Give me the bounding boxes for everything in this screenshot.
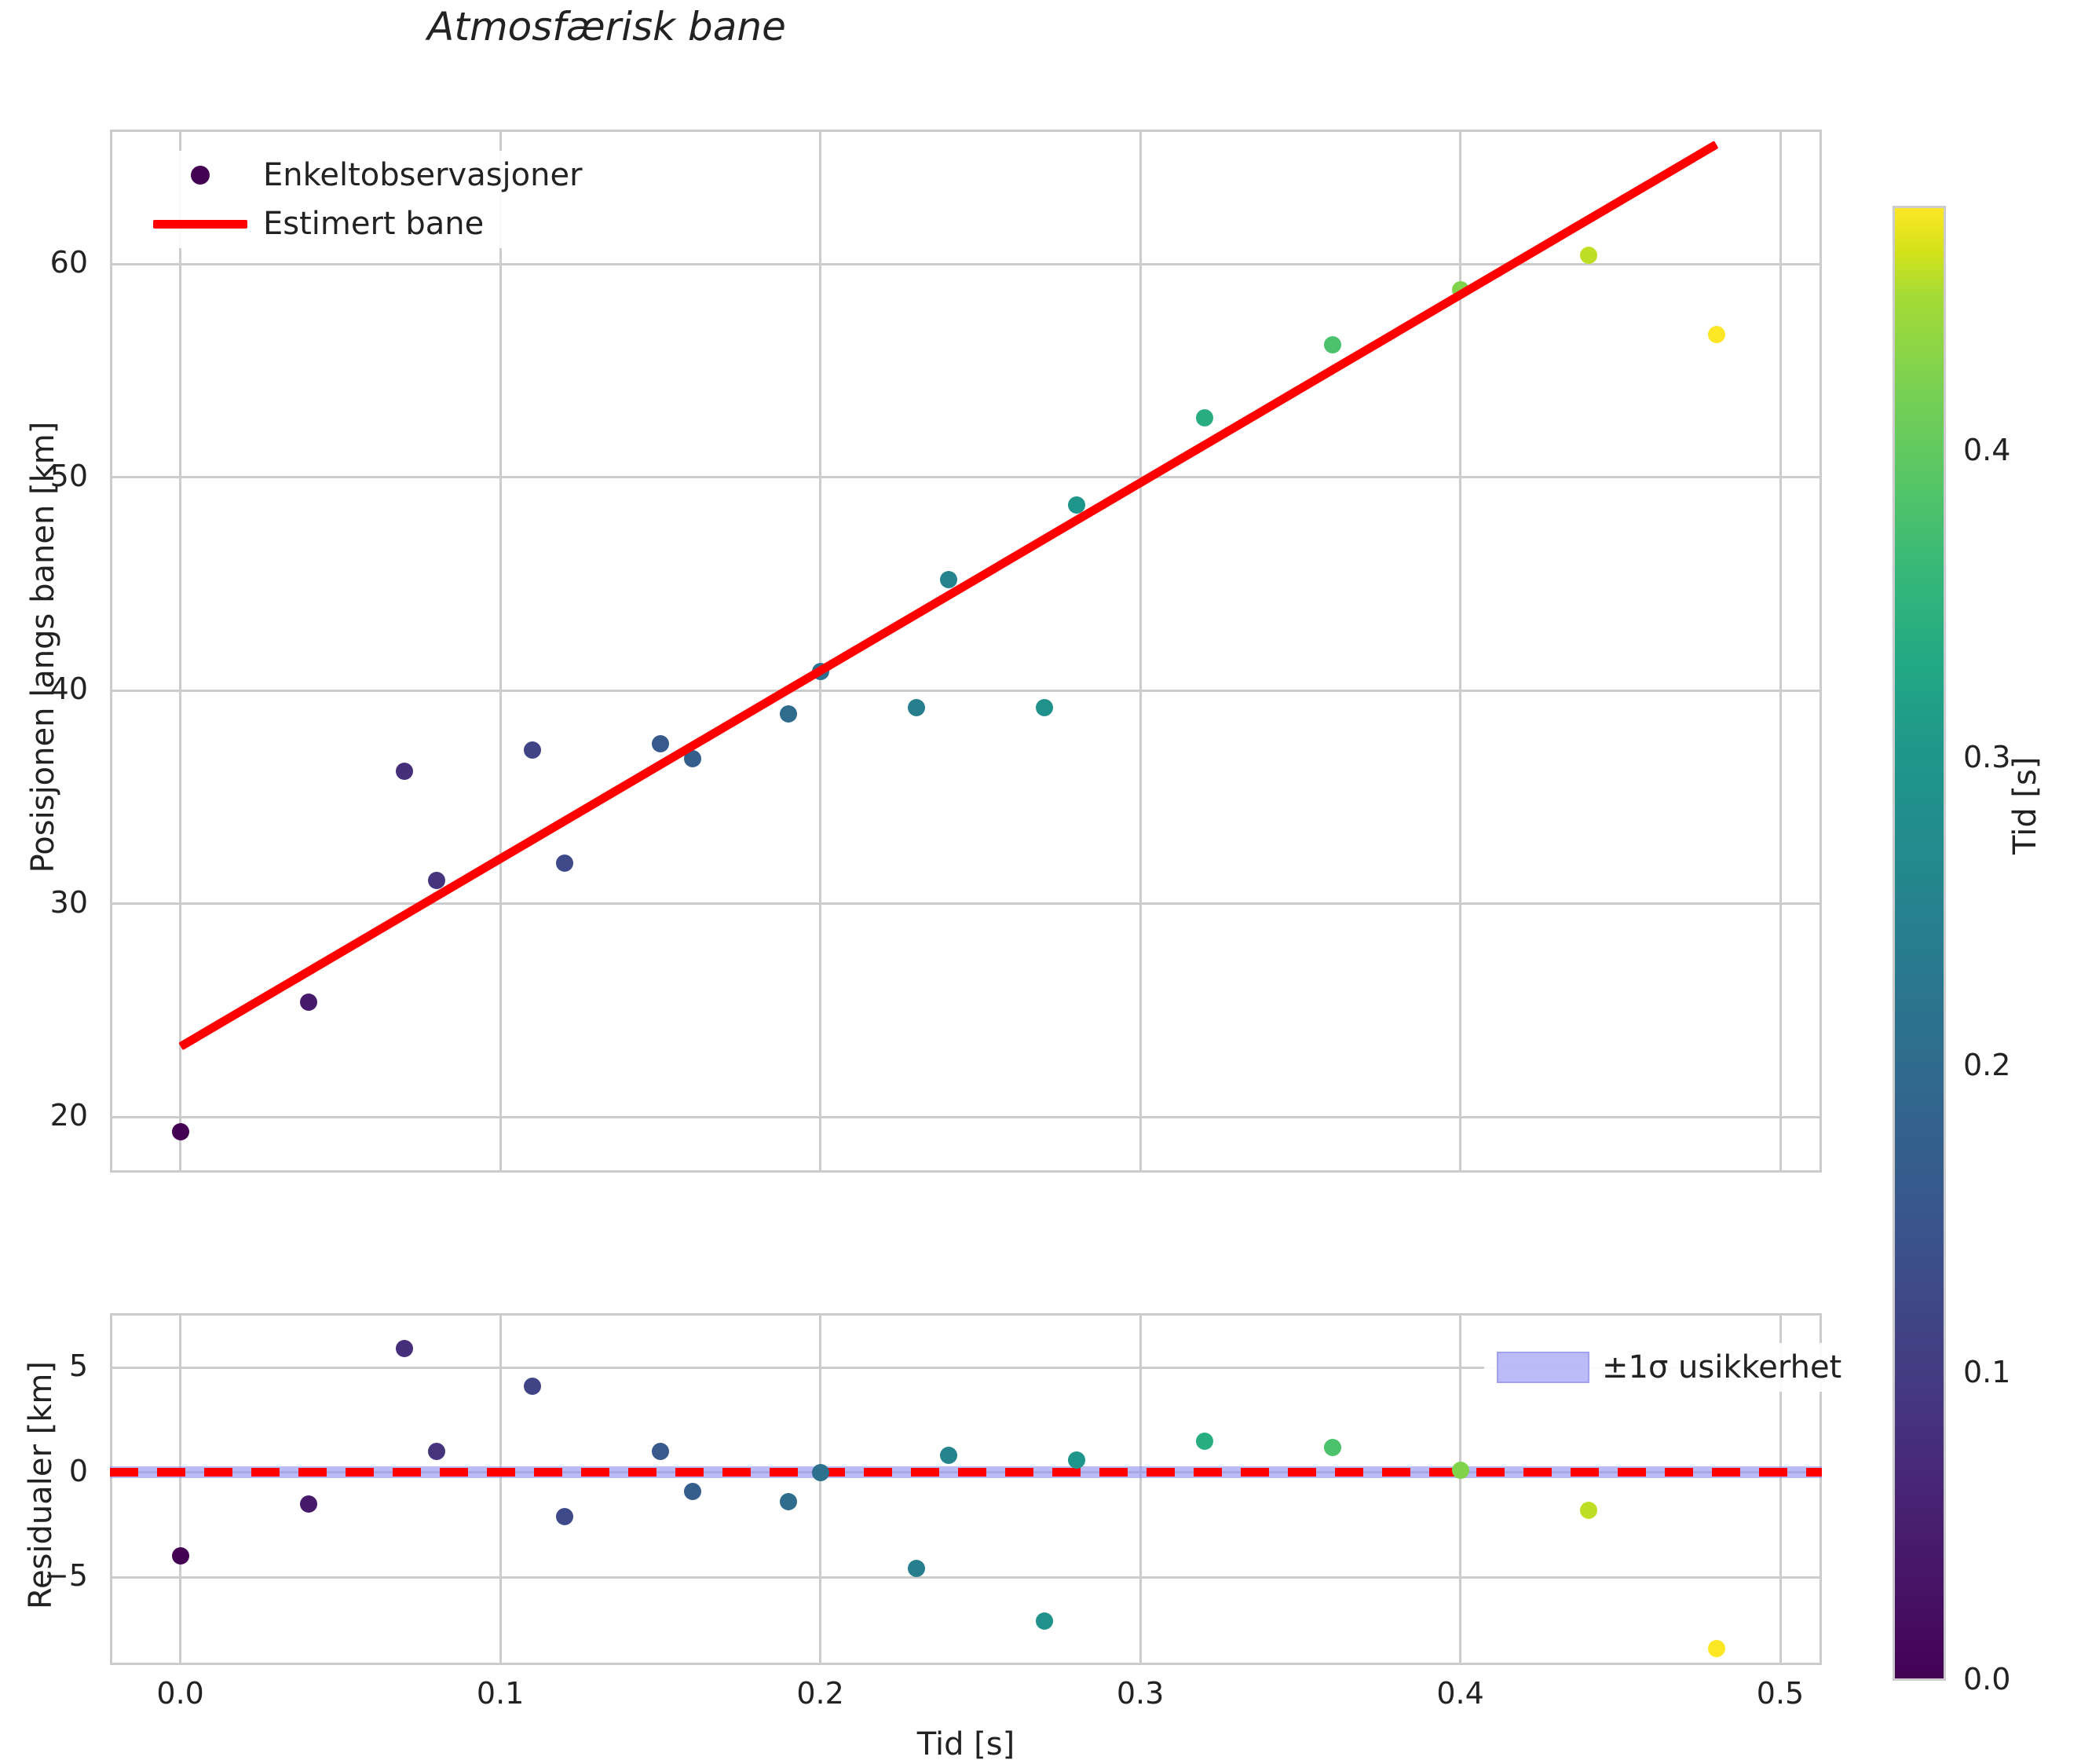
legend-item-uncertainty: ±1σ usikkerhet	[1484, 1343, 1841, 1392]
scatter-point	[1035, 698, 1053, 716]
residual-point	[651, 1443, 669, 1460]
x-tick: 0.0	[156, 1676, 204, 1711]
main-plot-legend: Enkeltobservasjoner Estimert bane	[137, 151, 583, 248]
residual-point	[1323, 1438, 1341, 1456]
legend-label-uncertainty: ±1σ usikkerhet	[1602, 1349, 1842, 1385]
scatter-point	[523, 741, 541, 759]
scatter-point	[1067, 496, 1085, 514]
gridline-horizontal	[110, 1576, 1822, 1579]
residual-point	[1035, 1612, 1053, 1630]
band-swatch-icon	[1484, 1352, 1602, 1383]
residual-point	[395, 1340, 413, 1358]
colorbar-tick: 0.2	[1963, 1047, 2011, 1082]
residual-y-tick: 0	[68, 1453, 88, 1488]
residual-point	[171, 1547, 189, 1565]
scatter-point	[555, 855, 573, 873]
main-y-tick: 60	[49, 245, 88, 280]
legend-label-fit: Estimert bane	[263, 206, 485, 242]
residual-point	[555, 1507, 573, 1525]
residual-point	[1707, 1639, 1725, 1657]
legend-label-observations: Enkeltobservasjoner	[263, 157, 583, 193]
figure-title: Atmosfærisk bane	[427, 4, 786, 49]
main-y-tick: 30	[49, 884, 88, 920]
x-tick: 0.5	[1756, 1676, 1805, 1711]
residual-point	[907, 1560, 925, 1578]
residual-point	[779, 1493, 797, 1510]
scatter-point	[1195, 408, 1213, 426]
scatter-point	[1579, 247, 1597, 265]
residual-point	[299, 1495, 317, 1513]
x-tick: 0.4	[1436, 1676, 1484, 1711]
gridline-vertical	[179, 1313, 182, 1665]
scatter-point	[1323, 336, 1341, 354]
scatter-point	[683, 750, 701, 768]
gridline-vertical	[1459, 1313, 1462, 1665]
gridline-vertical	[1139, 130, 1142, 1173]
gridline-vertical	[1779, 130, 1782, 1173]
gridline-horizontal	[110, 262, 1822, 265]
gridline-horizontal	[110, 689, 1822, 692]
main-y-axis-label: Posisjonen langs banen [km]	[25, 421, 61, 873]
x-tick: 0.2	[796, 1676, 844, 1711]
residual-point	[939, 1447, 957, 1465]
residual-y-tick: −5	[43, 1558, 88, 1593]
colorbar-label: Tid [s]	[2007, 756, 2043, 855]
gridline-horizontal	[110, 902, 1822, 906]
colorbar-tick: 0.1	[1963, 1354, 2011, 1389]
residual-point	[427, 1443, 445, 1460]
gridline-vertical	[1779, 1313, 1782, 1665]
residual-point	[523, 1378, 541, 1396]
main-y-tick: 20	[49, 1098, 88, 1133]
zero-reference-line	[110, 1468, 1822, 1477]
gridline-vertical	[819, 1313, 822, 1665]
scatter-point	[299, 993, 317, 1011]
scatter-point	[779, 705, 797, 723]
scatter-point	[427, 871, 445, 889]
line-swatch-icon	[137, 219, 263, 229]
gridline-vertical	[1459, 130, 1462, 1173]
x-tick: 0.1	[476, 1676, 525, 1711]
gridline-horizontal	[110, 1115, 1822, 1118]
scatter-point	[907, 698, 925, 716]
scatter-point	[171, 1123, 189, 1141]
x-axis-label: Tid [s]	[916, 1726, 1015, 1762]
scatter-point	[1707, 325, 1725, 343]
gridline-vertical	[179, 130, 182, 1173]
main-plot-panel	[110, 130, 1822, 1173]
legend-item-fit: Estimert bane	[137, 199, 583, 248]
residual-plot-legend: ±1σ usikkerhet	[1484, 1343, 1842, 1392]
colorbar-tick: 0.3	[1963, 740, 2011, 775]
residual-point	[1195, 1432, 1213, 1450]
residual-y-tick: 5	[68, 1349, 88, 1384]
colorbar-tick: 0.0	[1963, 1662, 2011, 1696]
residual-point	[1451, 1462, 1469, 1479]
gridline-horizontal	[110, 476, 1822, 479]
colorbar-gradient	[1893, 206, 1946, 1681]
gridline-horizontal	[110, 1366, 1822, 1369]
main-y-tick: 50	[49, 458, 88, 493]
scatter-dot-icon	[137, 166, 263, 185]
gridline-vertical	[1139, 1313, 1142, 1665]
gridline-vertical	[499, 130, 502, 1173]
residual-point	[683, 1482, 701, 1500]
main-y-tick: 40	[49, 672, 88, 707]
gridline-vertical	[819, 130, 822, 1173]
gridline-vertical	[499, 1313, 502, 1665]
scatter-point	[395, 763, 413, 781]
legend-item-observations: Enkeltobservasjoner	[137, 151, 583, 199]
colorbar-tick: 0.4	[1963, 433, 2011, 467]
scatter-point	[939, 571, 957, 589]
scatter-point	[651, 735, 669, 753]
residual-point	[1067, 1451, 1085, 1469]
residual-point	[811, 1463, 829, 1481]
residual-point	[1579, 1501, 1597, 1519]
residual-y-axis-label: Residualer [km]	[23, 1360, 59, 1610]
x-tick: 0.3	[1116, 1676, 1165, 1711]
